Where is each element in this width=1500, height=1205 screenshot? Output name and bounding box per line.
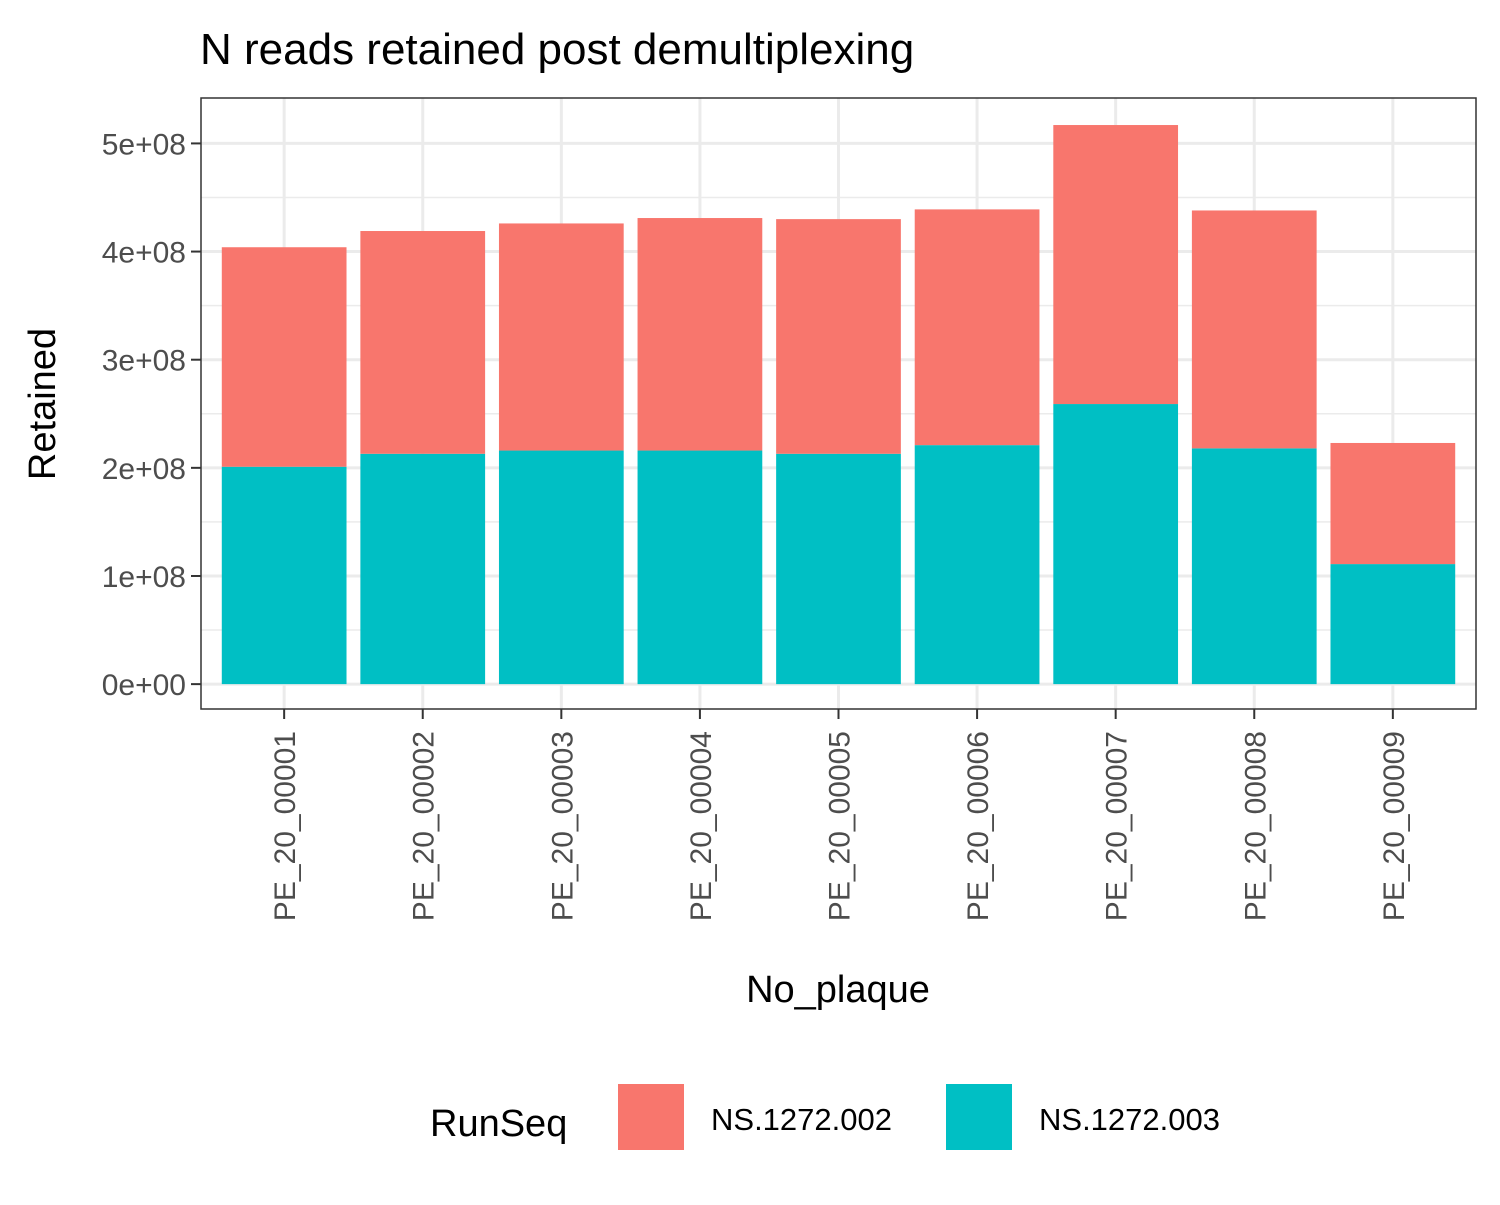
- x-tick-label: PE_20_00002: [408, 731, 441, 921]
- bar-NS.1272.002-PE_20_00007: [1053, 125, 1179, 405]
- legend-label: NS.1272.002: [711, 1102, 892, 1137]
- y-tick-label: 0e+00: [102, 669, 186, 702]
- axes: 0e+00 1e+08 2e+08 3e+08 4e+08 5e+08 PE_20_0000…: [102, 128, 1411, 921]
- x-tick-label: PE_20_00006: [962, 731, 995, 921]
- y-tick-label: 5e+08: [102, 128, 186, 161]
- x-tick-label: PE_20_00001: [269, 731, 302, 921]
- y-tick-label: 1e+08: [102, 561, 186, 594]
- y-tick-label: 2e+08: [102, 453, 186, 486]
- x-axis-title: No_plaque: [746, 969, 930, 1011]
- bar-NS.1272.003-PE_20_00005: [776, 453, 901, 685]
- bar-NS.1272.002-PE_20_00004: [637, 218, 763, 451]
- y-axis-title: Retained: [22, 328, 64, 480]
- legend-key: [946, 1084, 1012, 1150]
- y-tick-label: 4e+08: [102, 237, 186, 270]
- x-tick-label: PE_20_00008: [1239, 731, 1272, 921]
- legend-title: RunSeq: [430, 1103, 567, 1145]
- bar-NS.1272.002-PE_20_00006: [914, 209, 1040, 446]
- bar-NS.1272.003-PE_20_00002: [360, 453, 486, 685]
- bar-NS.1272.003-PE_20_00008: [1191, 448, 1317, 685]
- bar-NS.1272.002-PE_20_00008: [1191, 210, 1317, 449]
- x-tick-label: PE_20_00007: [1101, 731, 1134, 921]
- bar-NS.1272.003-PE_20_00004: [637, 450, 763, 685]
- bar-NS.1272.003-PE_20_00006: [914, 445, 1040, 685]
- bars: [221, 125, 1456, 685]
- bar-NS.1272.002-PE_20_00009: [1330, 442, 1456, 565]
- x-tick-label: PE_20_00003: [546, 731, 579, 921]
- bar-NS.1272.002-PE_20_00005: [776, 219, 901, 454]
- bar-NS.1272.002-PE_20_00002: [360, 231, 486, 454]
- y-tick-label: 3e+08: [102, 345, 186, 378]
- x-tick-label: PE_20_00005: [824, 731, 857, 921]
- bar-NS.1272.003-PE_20_00001: [221, 466, 347, 685]
- x-tick-label: PE_20_00009: [1378, 731, 1411, 921]
- legend: RunSeq NS.1272.002 NS.1272.003: [430, 1084, 1220, 1150]
- legend-label: NS.1272.003: [1039, 1102, 1220, 1137]
- chart-title: N reads retained post demultiplexing: [200, 25, 914, 74]
- bar-NS.1272.002-PE_20_00001: [221, 247, 347, 467]
- legend-key: [618, 1084, 684, 1150]
- x-tick-label: PE_20_00004: [685, 731, 718, 921]
- bar-NS.1272.002-PE_20_00003: [498, 223, 624, 451]
- bar-NS.1272.003-PE_20_00007: [1053, 404, 1179, 685]
- bar-NS.1272.003-PE_20_00009: [1330, 564, 1456, 685]
- bar-NS.1272.003-PE_20_00003: [498, 450, 624, 685]
